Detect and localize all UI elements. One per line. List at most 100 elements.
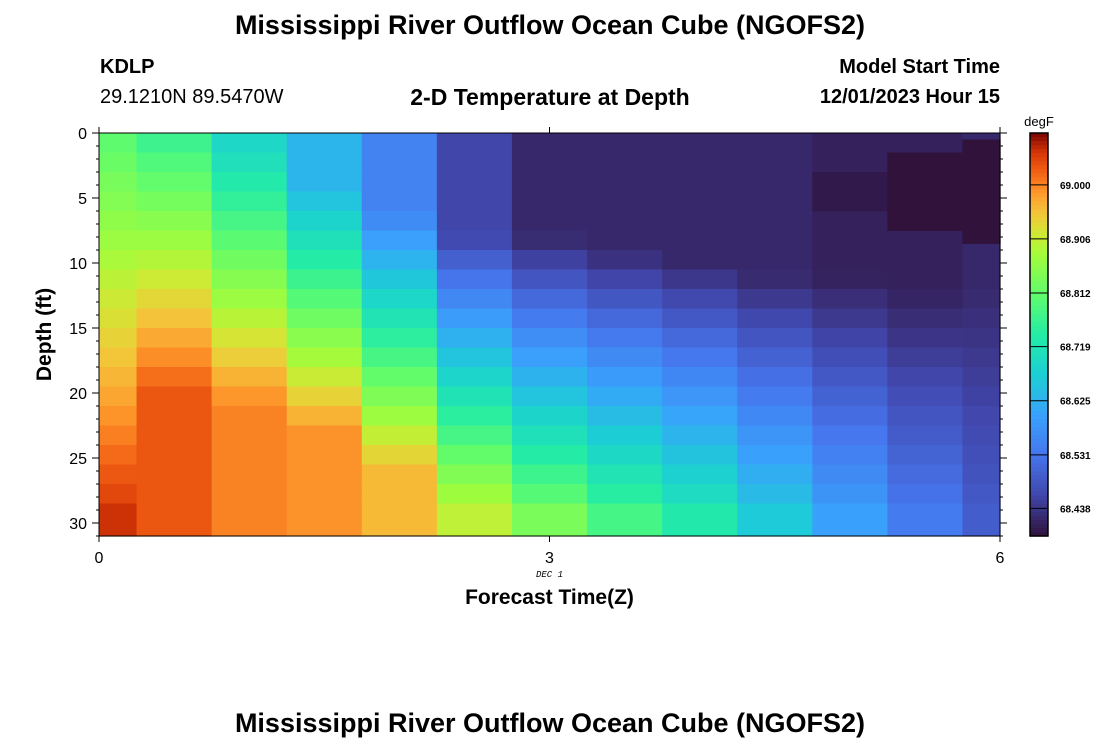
heatmap-cell <box>962 445 1001 466</box>
colorbar-segment <box>1030 261 1048 267</box>
heatmap-cell <box>286 269 363 290</box>
heatmap-cell <box>211 152 288 173</box>
colorbar-segment <box>1030 298 1048 303</box>
heatmap-cell <box>211 191 288 212</box>
heatmap-cell <box>286 289 363 310</box>
colorbar-segment <box>1030 419 1048 424</box>
colorbar-segment <box>1030 193 1048 199</box>
colorbar-segment <box>1030 290 1048 295</box>
colorbar-segment <box>1030 270 1048 275</box>
heatmap-cell <box>211 464 288 485</box>
heatmap-cell <box>511 425 588 446</box>
colorbar-tick-label: 68.531 <box>1060 451 1091 462</box>
colorbar-segment <box>1030 511 1048 517</box>
colorbar-segment <box>1030 286 1048 291</box>
heatmap-cell <box>286 406 363 427</box>
colorbar-segment <box>1030 427 1048 432</box>
heatmap-cell <box>99 503 138 537</box>
heatmap-cell <box>286 152 363 173</box>
heatmap-cell <box>511 152 588 173</box>
colorbar-tick-label: 69.000 <box>1060 181 1091 192</box>
colorbar-tick-label: 68.719 <box>1060 343 1091 354</box>
heatmap-cell <box>436 250 513 271</box>
heatmap-cell <box>286 347 363 368</box>
colorbar-segment <box>1030 197 1048 203</box>
heatmap-cell <box>511 308 588 329</box>
colorbar-segment <box>1030 459 1048 465</box>
colorbar-segment <box>1030 237 1048 243</box>
heatmap-cell <box>136 172 213 193</box>
colorbar-segment <box>1030 322 1048 328</box>
colorbar-segment <box>1030 173 1048 178</box>
heatmap-cell <box>812 308 888 329</box>
heatmap-cell <box>662 250 738 271</box>
heatmap-cell <box>436 445 513 466</box>
heatmap-cell <box>286 133 363 154</box>
heatmap-cell <box>662 133 738 154</box>
heatmap-cell <box>511 289 588 310</box>
station-id: KDLP <box>100 56 155 78</box>
y-axis-title: Depth (ft) <box>33 288 56 381</box>
colorbar-segment <box>1030 221 1048 227</box>
heatmap-cell <box>436 191 513 212</box>
colorbar-segment <box>1030 443 1048 448</box>
heatmap-cell <box>587 406 663 427</box>
colorbar: 69.000 68.906 68.812 68.719 68.625 68.531 68.4… <box>1029 132 1091 537</box>
heatmap-cell <box>436 172 513 193</box>
colorbar-segment <box>1030 282 1048 287</box>
station-coordinates: 29.1210N 89.5470W <box>100 86 284 108</box>
colorbar-segment <box>1030 278 1048 283</box>
colorbar-segment <box>1030 145 1048 150</box>
colorbar-segment <box>1030 302 1048 307</box>
colorbar-segment <box>1030 362 1048 368</box>
heatmap-cell <box>812 503 888 537</box>
colorbar-segment <box>1030 274 1048 279</box>
heatmap-cell <box>511 250 588 271</box>
colorbar-frame <box>1029 132 1049 537</box>
heatmap-cell <box>511 406 588 427</box>
heatmap-cell <box>962 484 1001 505</box>
heatmap-cell <box>662 289 738 310</box>
heatmap-cell <box>587 133 663 154</box>
heatmap-cell <box>737 386 813 407</box>
colorbar-segment <box>1030 338 1048 344</box>
heatmap-cell <box>812 230 888 251</box>
heatmap-cell <box>587 289 663 310</box>
heatmap-cell <box>662 347 738 368</box>
x-tick-label: 3 <box>545 550 554 567</box>
colorbar-segment <box>1030 153 1048 158</box>
heatmap-cell <box>436 406 513 427</box>
colorbar-tick-label: 68.906 <box>1060 235 1091 246</box>
colorbar-segment <box>1030 241 1048 247</box>
heatmap-cell <box>136 269 213 290</box>
x-tick-label: 6 <box>996 550 1005 567</box>
colorbar-segment <box>1030 354 1048 360</box>
heatmap-cell <box>962 250 1001 271</box>
colorbar-segment <box>1030 233 1048 239</box>
heatmap-cell <box>511 503 588 537</box>
heatmap-cell <box>962 386 1001 407</box>
heatmap-cell <box>436 152 513 173</box>
colorbar-segment <box>1030 415 1048 420</box>
colorbar-segment <box>1030 318 1048 324</box>
heatmap-cell <box>887 484 964 505</box>
heatmap-cell <box>286 308 363 329</box>
colorbar-segment <box>1030 326 1048 332</box>
colorbar-segment <box>1030 217 1048 223</box>
heatmap-cell <box>511 464 588 485</box>
heatmap-cell <box>361 308 438 329</box>
heatmap-cell <box>136 308 213 329</box>
heatmap-cell <box>511 484 588 505</box>
heatmap-cell <box>587 152 663 173</box>
heatmap-cell <box>887 425 964 446</box>
heatmap-cell <box>737 269 813 290</box>
heatmap-cell <box>587 308 663 329</box>
x-tick-label: 0 <box>95 550 104 567</box>
heatmap-cell <box>436 386 513 407</box>
heatmap-cell <box>511 211 588 232</box>
heatmap-cell <box>361 269 438 290</box>
heatmap-cell <box>361 503 438 537</box>
colorbar-segment <box>1030 407 1048 412</box>
colorbar-segment <box>1030 350 1048 356</box>
heatmap-cell <box>887 152 964 173</box>
